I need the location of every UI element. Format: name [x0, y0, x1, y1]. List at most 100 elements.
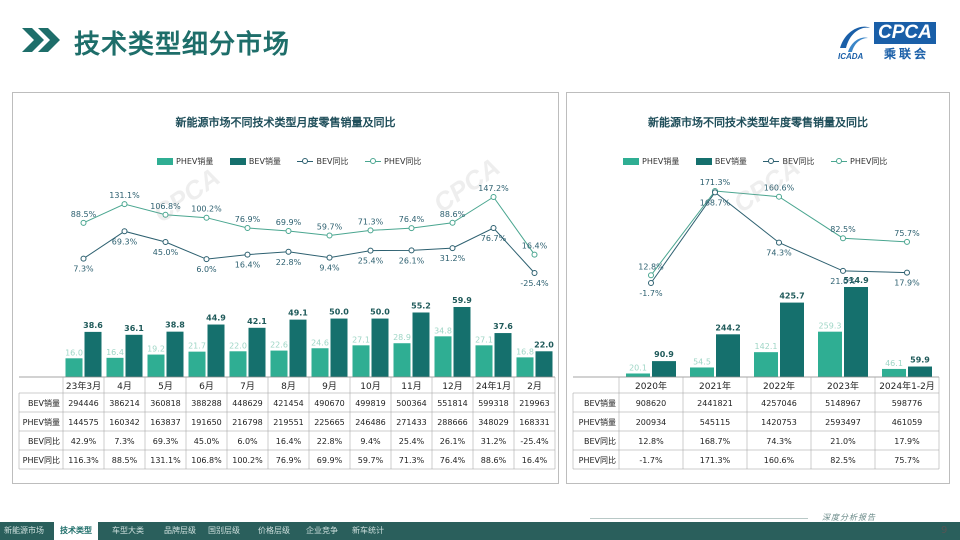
phev-yoy-label: 147.2% — [478, 184, 509, 193]
table-cell: 160342 — [109, 418, 140, 427]
table-cell: 42.9% — [71, 437, 97, 446]
phev-sales-bar — [65, 358, 83, 377]
bev-yoy-label: 9.4% — [319, 264, 340, 273]
bev-sales-label: 38.8 — [165, 321, 185, 330]
table-cell: 294446 — [68, 399, 99, 408]
footer-nav-item[interactable]: 车型大类 — [112, 526, 144, 535]
category-label: 10月 — [360, 381, 380, 392]
table-cell: 216798 — [232, 418, 263, 427]
table-cell: -1.7% — [639, 456, 663, 465]
bev-yoy-label: 21.0% — [830, 277, 856, 286]
table-cell: 2441821 — [697, 399, 733, 408]
bev-yoy-label: 168.7% — [700, 198, 731, 207]
bev-sales-label: 514.9 — [843, 276, 869, 285]
bev-yoy-point — [203, 256, 210, 263]
bev-sales-bar — [453, 307, 471, 377]
table-cell: 219551 — [273, 418, 304, 427]
monthly-chart-panel: 新能源市场不同技术类型月度零售销量及同比 PHEV销量 BEV销量 BEV同比 … — [12, 92, 559, 484]
phev-sales-label: 20.1 — [629, 363, 647, 372]
bev-sales-bar — [125, 334, 143, 377]
annual-chart-svg: 20.1 90.9 54.5 244.2 142.1 425.7 259.3 514.9 46.… — [572, 178, 940, 470]
category-label: 4月 — [117, 381, 132, 392]
table-cell: 21.0% — [830, 437, 856, 446]
category-label: 12月 — [442, 381, 462, 392]
bev-yoy-label: 17.9% — [894, 279, 920, 288]
table-cell: 31.2% — [481, 437, 507, 446]
bev-sales-bar — [166, 331, 184, 377]
bev-yoy-point — [712, 189, 718, 196]
bev-sales-label: 59.9 — [910, 356, 930, 365]
table-cell: 461059 — [892, 418, 923, 427]
monthly-legend: PHEV销量 BEV销量 BEV同比 PHEV同比 — [157, 156, 435, 167]
table-row-label: PHEV同比 — [23, 455, 60, 465]
legend-phev-yoy: PHEV同比 — [365, 156, 421, 167]
phev-sales-bar — [229, 351, 247, 377]
phev-yoy-point — [776, 193, 782, 200]
table-cell: 82.5% — [830, 456, 856, 465]
bev-yoy-line — [83, 227, 535, 274]
bev-yoy-label: 76.7% — [481, 234, 507, 243]
legend-bev-yoy: BEV同比 — [297, 156, 349, 167]
footer-nav-item[interactable]: 技术类型 — [54, 522, 98, 540]
phev-yoy-point — [648, 272, 654, 279]
table-cell: 168331 — [519, 418, 550, 427]
phev-yoy-label: 76.4% — [399, 215, 425, 224]
phev-sales-label: 22.0 — [229, 341, 247, 350]
footer-nav-item[interactable]: 新车统计 — [352, 526, 384, 535]
phev-sales-bar — [754, 352, 778, 377]
bev-sales-label: 55.2 — [411, 301, 431, 310]
bev-yoy-label: 16.4% — [235, 261, 261, 270]
page-title: 技术类型细分市场 — [74, 30, 291, 60]
table-cell: 271433 — [396, 418, 427, 427]
table-cell: 88.5% — [112, 456, 138, 465]
table-row-label: BEV同比 — [28, 436, 60, 446]
logo-text: CPCA — [874, 22, 936, 44]
footer-nav-item[interactable]: 企业竞争 — [306, 526, 338, 535]
table-cell: 490670 — [314, 399, 345, 408]
footer-nav-item[interactable]: 品牌层级 — [164, 526, 196, 535]
category-label: 23年3月 — [66, 380, 101, 392]
phev-yoy-label: 59.7% — [317, 223, 343, 232]
bev-sales-label: 425.7 — [779, 292, 804, 301]
legend-phev-yoy: PHEV同比 — [831, 156, 887, 167]
bev-sales-label: 244.2 — [715, 323, 740, 332]
phev-sales-bar — [434, 336, 452, 377]
phev-yoy-point — [285, 228, 292, 235]
annual-legend: PHEV销量 BEV销量 BEV同比 PHEV同比 — [623, 156, 901, 167]
table-cell: 76.4% — [440, 456, 466, 465]
bev-sales-label: 38.6 — [83, 321, 103, 330]
phev-yoy-point — [80, 219, 87, 226]
bev-sales-label: 90.9 — [654, 350, 674, 359]
bev-sales-bar — [908, 366, 932, 377]
category-label: 8月 — [281, 381, 296, 392]
footer-nav-item[interactable]: 国别层级 — [208, 526, 240, 535]
table-cell: 163837 — [150, 418, 181, 427]
bev-sales-bar — [844, 287, 868, 377]
table-cell: 59.7% — [358, 456, 384, 465]
category-label: 2023年 — [827, 380, 859, 392]
category-label: 2020年 — [635, 380, 667, 392]
phev-yoy-point — [904, 238, 910, 245]
table-cell: 22.8% — [317, 437, 343, 446]
table-row-label: PHEV同比 — [579, 455, 616, 465]
footer-nav-item[interactable]: 价格层级 — [258, 526, 290, 535]
table-cell: 499819 — [355, 399, 386, 408]
phev-sales-bar — [882, 368, 906, 377]
phev-yoy-label: 160.6% — [764, 184, 795, 193]
phev-sales-label: 16.0 — [65, 348, 83, 357]
phev-sales-label: 24.6 — [311, 338, 329, 347]
category-label: 6月 — [199, 381, 214, 392]
phev-yoy-point — [367, 227, 374, 234]
phev-yoy-point — [531, 251, 538, 258]
table-cell: 288666 — [437, 418, 468, 427]
category-label: 9月 — [322, 381, 337, 392]
phev-sales-label: 34.8 — [434, 326, 452, 335]
bev-sales-bar — [371, 318, 389, 377]
footer-nav-item[interactable]: 新能源市场 — [4, 526, 44, 535]
table-cell: 908620 — [636, 399, 667, 408]
phev-sales-bar — [818, 331, 842, 377]
table-cell: 69.3% — [153, 437, 179, 446]
phev-yoy-label: 76.9% — [235, 215, 261, 224]
phev-sales-label: 46.1 — [885, 359, 903, 368]
bev-yoy-point — [285, 248, 292, 255]
